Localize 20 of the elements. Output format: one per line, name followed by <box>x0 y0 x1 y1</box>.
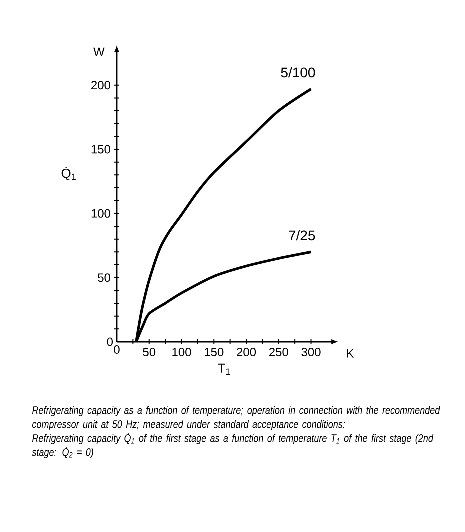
x-tick-label: 250 <box>269 348 288 357</box>
x-tick-label: 100 <box>172 348 192 357</box>
y-tick-label: 50 <box>98 274 110 282</box>
text: W <box>94 48 105 56</box>
text: Refrigerating capacity Q̇$_{1}$ of the first stage as a function of temperature T$_{1}$ of the first stage (2nd stage: Q̇$_{2}$ = 0) <box>32 432 434 458</box>
x-tick-label: 200 <box>237 348 256 357</box>
y-tick-label: 150 <box>92 145 110 154</box>
y-tick-label: 100 <box>92 209 110 218</box>
y-axis-title: Q̇$_{1}$ <box>62 167 76 180</box>
series-label: 7/25 <box>289 230 316 241</box>
text: Refrigerating capacity as a function of temperature; operation in connection with the recommended compressor unit at 50 Hz; measured under standard acceptance conditions: <box>32 406 440 430</box>
y-tick-label: 200 <box>92 81 110 90</box>
text: K <box>347 349 354 358</box>
x-axis-title: T$_{1}$ <box>218 364 230 375</box>
x-tick-label: 50 <box>143 348 156 357</box>
y-tick-label: 0 <box>107 338 113 346</box>
x-tick-label: 0 <box>114 346 120 354</box>
series-label: 5/100 <box>281 67 316 78</box>
x-tick-label: 150 <box>205 348 224 357</box>
x-tick-label: 300 <box>302 348 321 357</box>
